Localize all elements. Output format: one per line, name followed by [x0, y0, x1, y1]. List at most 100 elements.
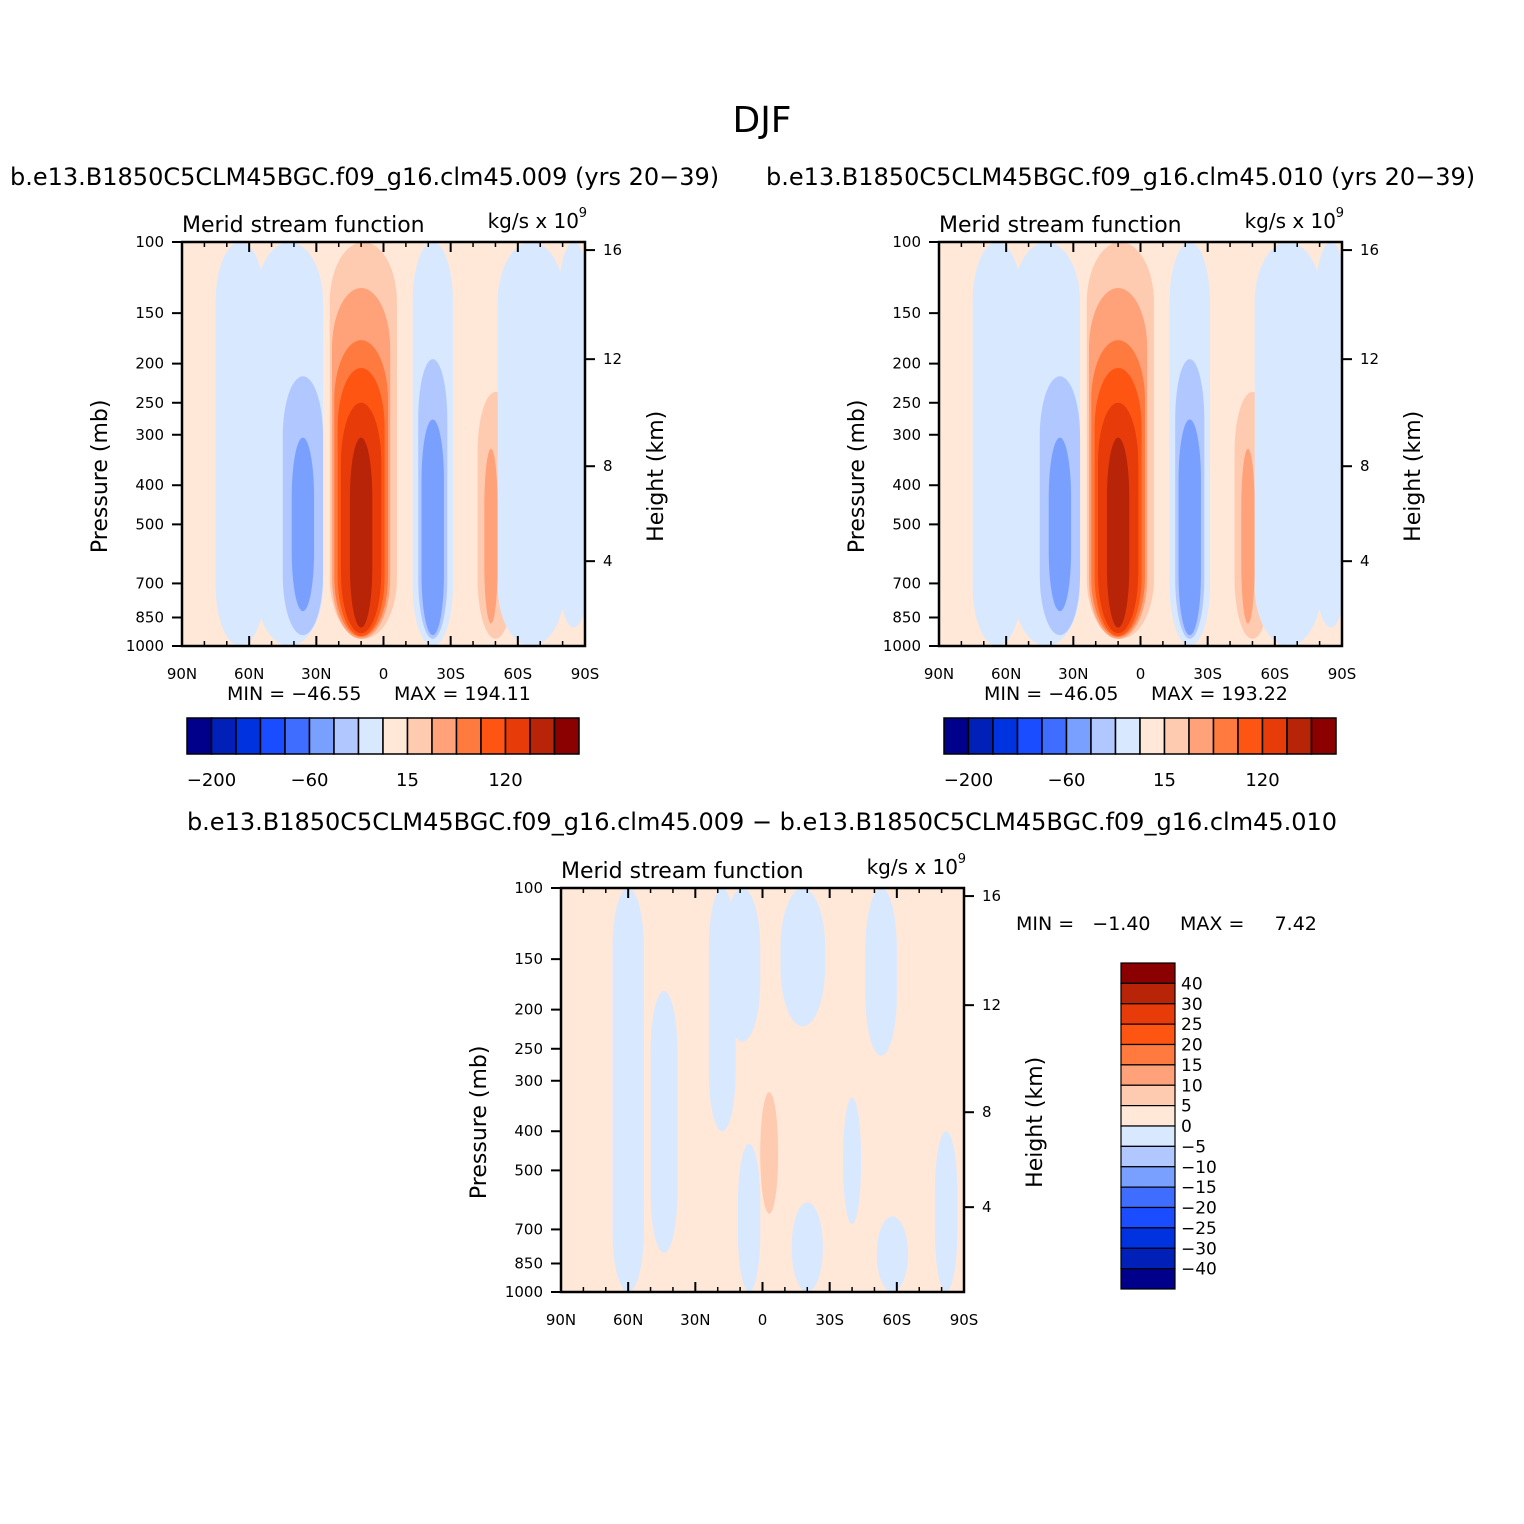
y-tick-label: 850: [514, 1254, 543, 1272]
x-tick-label: 60N: [613, 1311, 643, 1329]
x-tick-label: 60S: [504, 665, 533, 683]
y-tick-label: 250: [514, 1040, 543, 1058]
difference-title: b.e13.B1850C5CLM45BGC.f09_g16.clm45.009 …: [186, 808, 1338, 836]
y2-tick-label: 8: [982, 1103, 992, 1121]
colorbar-box: [406, 717, 433, 755]
contour-region: [972, 242, 1022, 646]
colorbar-box: [480, 717, 507, 755]
colorbar-box: [1120, 1268, 1176, 1290]
y2-tick-label: 4: [982, 1198, 992, 1216]
colorbar-box: [1120, 982, 1176, 1005]
colorbar-label: −5: [1181, 1137, 1206, 1157]
y-tick-label: 150: [892, 304, 921, 322]
x-tick-label: 30S: [815, 1311, 844, 1329]
min-value: MIN = −1.40: [1016, 913, 1151, 935]
contour-region: [760, 1092, 779, 1214]
y-tick-label: 300: [892, 426, 921, 444]
max-value: MAX = 193.22: [1151, 683, 1288, 705]
contour-region: [1178, 419, 1201, 636]
colorbar-label: −200: [944, 770, 993, 791]
colorbar-box: [1237, 717, 1264, 755]
contour-region: [215, 242, 265, 646]
colorbar-label: −40: [1181, 1260, 1217, 1280]
colorbar-box: [967, 717, 994, 755]
panel-title: Merid stream function: [182, 213, 425, 238]
x-tick-label: 30S: [436, 665, 465, 683]
colorbar-label: −25: [1181, 1219, 1217, 1239]
colorbar-box: [308, 717, 335, 755]
y-tick-label: 400: [892, 476, 921, 494]
y-tick-label: 1000: [505, 1283, 543, 1301]
contour-region: [737, 1143, 761, 1292]
contour-region: [349, 437, 373, 628]
min-value: MIN = −46.05: [984, 683, 1119, 705]
colorbar-label: 30: [1181, 995, 1203, 1015]
colorbar-box: [1139, 717, 1166, 755]
colorbar-label: −20: [1181, 1199, 1217, 1219]
contour-region: [780, 888, 826, 1027]
colorbar-label: −200: [187, 770, 236, 791]
x-tick-label: 90S: [1328, 665, 1357, 683]
colorbar-box: [1120, 1105, 1176, 1127]
y-tick-label: 850: [135, 608, 164, 626]
colorbar-box: [186, 717, 213, 755]
x-tick-label: 90N: [167, 665, 197, 683]
x-tick-label: 0: [758, 1311, 768, 1329]
colorbar-label: −60: [1048, 770, 1086, 791]
x-tick-label: 30S: [1193, 665, 1222, 683]
units-label: kg/s x 10: [488, 209, 579, 233]
max-value: MAX = 7.42: [1180, 913, 1317, 935]
x-tick-label: 60N: [234, 665, 264, 683]
x-tick-label: 90S: [950, 1311, 979, 1329]
y-tick-label: 700: [135, 574, 164, 592]
x-tick-label: 60S: [1261, 665, 1290, 683]
panel-009: 90N 60N 30N 0 30S 60S 90S 100 150 200 250 300 400 500…: [88, 206, 669, 791]
y-tick-label: 200: [514, 1001, 543, 1019]
colorbar-box: [455, 717, 482, 755]
colorbar-box: [1041, 717, 1068, 755]
y-tick-label: 400: [135, 476, 164, 494]
y-tick-label: 100: [135, 233, 164, 251]
y2-tick-label: 8: [1360, 457, 1370, 475]
colorbar-box: [1120, 1125, 1176, 1147]
panel-title: Merid stream function: [561, 859, 804, 884]
contour-region: [1048, 437, 1072, 612]
colorbar-box: [431, 717, 458, 755]
colorbar-label: 0: [1181, 1117, 1192, 1137]
colorbar-box: [235, 717, 262, 755]
colorbar-box: [333, 717, 360, 755]
colorbar-box: [1120, 962, 1176, 984]
colorbar-box: [553, 717, 580, 755]
y-tick-label: 200: [892, 355, 921, 373]
contour-region: [558, 242, 585, 628]
colorbar-label: 15: [1181, 1056, 1203, 1076]
colorbar-box: [1188, 717, 1215, 755]
y-tick-label: 150: [514, 950, 543, 968]
colorbar-box: [1120, 1247, 1176, 1270]
units-exponent: 9: [958, 852, 966, 867]
colorbar-box: [1120, 1043, 1176, 1066]
colorbar-box: [1016, 717, 1043, 755]
units-exponent: 9: [1336, 206, 1344, 221]
colorbar-label: 40: [1181, 974, 1203, 994]
panel-difference: 90N 60N 30N 0 30S 60S 90S100150200250300400500…: [467, 852, 1317, 1329]
colorbar-label: −10: [1181, 1158, 1217, 1178]
colorbar-box: [1163, 717, 1190, 755]
colorbar-box: [504, 717, 531, 755]
colorbar-label: 120: [1245, 770, 1279, 791]
colorbar-label: 5: [1181, 1097, 1192, 1117]
y-tick-label: 700: [514, 1220, 543, 1238]
colorbar-label: −60: [291, 770, 329, 791]
x-tick-label: 90N: [546, 1311, 576, 1329]
x-tick-label: 60N: [991, 665, 1021, 683]
x-tick-label: 30N: [1058, 665, 1088, 683]
contour-region: [843, 1097, 862, 1225]
colorbar-box: [1310, 717, 1337, 755]
y-tick-label: 700: [892, 574, 921, 592]
contour-region: [497, 242, 565, 646]
colorbar-label: 25: [1181, 1015, 1203, 1035]
contour-region: [612, 888, 644, 1292]
y-tick-label: 250: [135, 394, 164, 412]
contour-region: [724, 888, 761, 1042]
y-tick-label: 500: [514, 1161, 543, 1179]
